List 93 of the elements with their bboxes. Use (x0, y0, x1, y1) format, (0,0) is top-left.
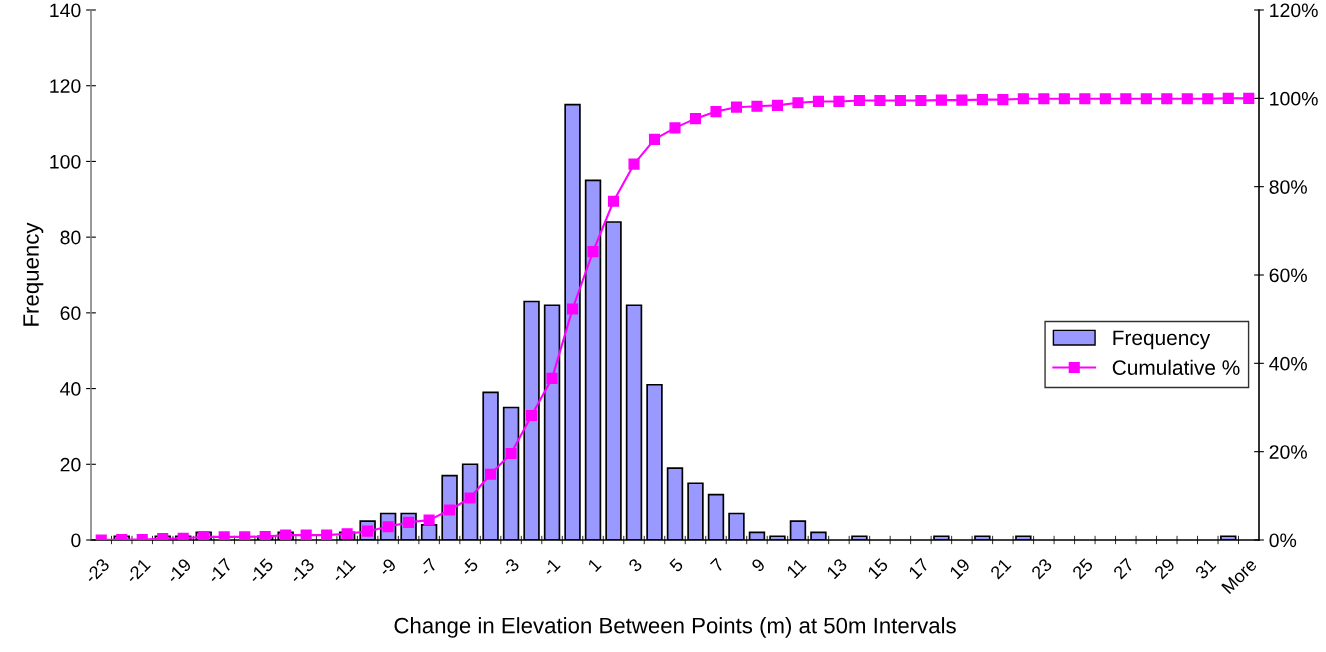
x-tick-label: -17 (206, 557, 233, 584)
point (1120, 93, 1132, 105)
point (444, 504, 456, 516)
point (648, 133, 661, 145)
point (546, 372, 558, 384)
point (812, 95, 824, 107)
y-tick-label: 20 (60, 457, 81, 472)
point (526, 409, 538, 422)
point (874, 94, 886, 107)
x-tick-label: -21 (124, 557, 151, 584)
point (976, 94, 988, 106)
point (710, 106, 722, 118)
point (259, 530, 271, 540)
point (1017, 93, 1029, 105)
point (1140, 93, 1152, 105)
point (894, 94, 906, 107)
legend-label: Frequency (1113, 330, 1211, 350)
x-tick-label: -1 (541, 557, 561, 577)
point (669, 122, 681, 134)
x-tick-label: 25 (1071, 557, 1094, 580)
y2-tick-label: 60% (1269, 268, 1307, 283)
point (689, 113, 702, 125)
y-tick-label: 40 (60, 382, 81, 396)
x-tick-label: 15 (867, 557, 889, 580)
x-tick-label: 11 (786, 557, 807, 579)
point (628, 158, 640, 170)
y-tick-label: 120 (50, 79, 81, 93)
x-tick-label: 31 (1194, 557, 1217, 580)
point (1099, 93, 1111, 105)
point (485, 468, 497, 480)
point (1058, 93, 1070, 105)
x-tick-label: 3 (627, 557, 643, 573)
x-tick-label: 27 (1112, 557, 1135, 580)
point (997, 94, 1009, 106)
point (1161, 93, 1173, 105)
point (730, 101, 743, 113)
point (935, 94, 947, 106)
point (915, 94, 927, 107)
point (853, 94, 865, 107)
y2-tick-label: 120% (1270, 3, 1318, 18)
point (587, 246, 599, 258)
point (792, 97, 804, 109)
y2-tick-label: 80% (1269, 180, 1307, 194)
y2-tick-label: 100% (1270, 91, 1318, 106)
point (1222, 92, 1234, 104)
x-tick-label: 7 (710, 557, 725, 573)
y-tick-label: 60 (60, 306, 81, 321)
x-tick-label: 19 (948, 557, 971, 580)
point (300, 529, 312, 540)
x-tick-label: 9 (750, 557, 766, 573)
point (607, 195, 620, 207)
point (956, 94, 968, 106)
point (1181, 93, 1193, 105)
x-tick-label: -9 (377, 557, 397, 577)
x-tick-label: -23 (83, 557, 111, 584)
point (423, 514, 435, 526)
point (218, 531, 230, 540)
x-tick-label: 17 (908, 557, 930, 580)
point (239, 531, 251, 540)
x-axis-title: Change in Elevation Between Points (m) at 50m Intervals (394, 617, 956, 638)
point (1243, 92, 1255, 104)
point (771, 99, 784, 111)
point (1079, 93, 1091, 105)
x-tick-label: 1 (587, 557, 602, 573)
y-axis-title: Frequency (23, 222, 44, 326)
point (833, 95, 845, 107)
point (505, 447, 517, 459)
x-tick-label: 21 (989, 557, 1012, 580)
y-tick-label: 80 (60, 230, 81, 245)
x-tick-label: 5 (668, 557, 684, 573)
x-tick-label: 13 (826, 557, 848, 580)
legend-label: Cumulative % (1112, 359, 1240, 376)
point (1202, 93, 1214, 105)
y-tick-label: 0 (71, 533, 81, 548)
x-tick-label: -15 (247, 557, 275, 584)
point (321, 529, 333, 540)
x-tick-label: -11 (330, 557, 356, 583)
x-tick-label: 29 (1153, 557, 1176, 580)
x-tick-label: -5 (459, 557, 479, 577)
point (566, 303, 579, 315)
point (751, 100, 763, 112)
point (1038, 93, 1050, 105)
x-tick-label: -19 (165, 557, 192, 584)
y-tick-label: 100 (50, 154, 81, 169)
x-tick-label: -7 (418, 557, 438, 577)
x-tick-label: 23 (1030, 557, 1053, 580)
y-tick-label: 140 (50, 3, 81, 18)
x-tick-label: -3 (500, 557, 520, 577)
point (464, 492, 476, 504)
y2-tick-label: 0% (1269, 533, 1297, 548)
x-tick-label: -13 (288, 557, 315, 584)
y2-tick-label: 40% (1269, 356, 1307, 371)
y2-tick-label: 20% (1269, 445, 1307, 459)
